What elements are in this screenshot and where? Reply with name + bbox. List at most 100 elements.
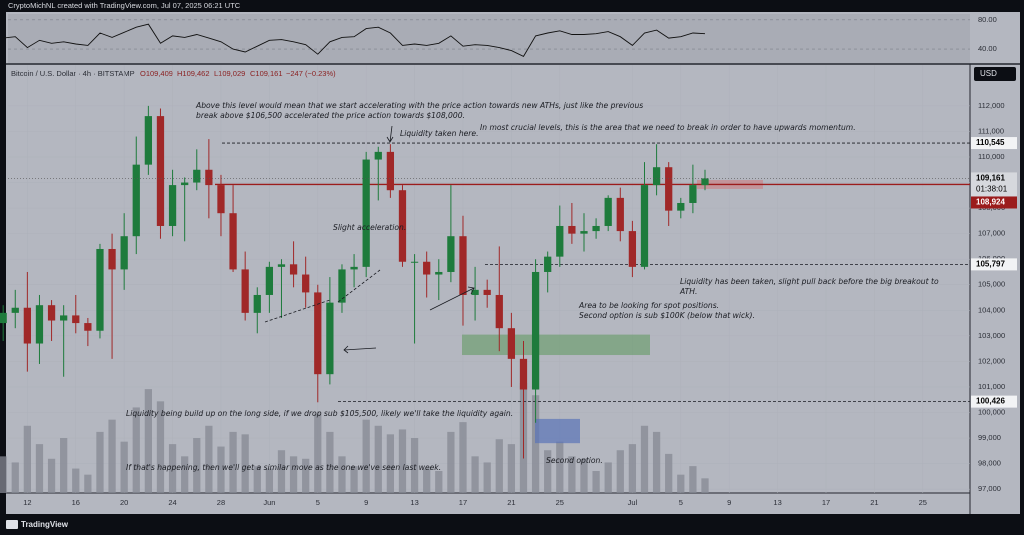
- y-tick-label: 104,000: [978, 305, 1005, 314]
- last-price-box: [971, 172, 1017, 197]
- volume-bar: [23, 425, 31, 493]
- volume-bar: [616, 450, 624, 493]
- candle-body: [11, 307, 19, 313]
- x-tick-label: 5: [679, 498, 683, 507]
- x-tick-label: 25: [556, 498, 564, 507]
- trend-line: [337, 269, 381, 303]
- y-tick-label: 101,000: [978, 382, 1005, 391]
- annotation: Above this level would mean that we star…: [195, 101, 643, 110]
- candle-body: [459, 236, 467, 295]
- candle-body: [47, 305, 56, 321]
- rsi-tick-label: 40.00: [978, 44, 997, 53]
- candle-body: [423, 261, 431, 275]
- annotation: Second option is sub $100K (below that w…: [579, 311, 755, 320]
- volume-bar: [265, 468, 274, 493]
- y-tick-label: 105,000: [978, 280, 1005, 289]
- candle-body: [568, 225, 576, 234]
- countdown: 01:38:01: [976, 185, 1008, 194]
- volume-bar: [495, 439, 503, 493]
- volume-bar: [0, 456, 7, 493]
- volume-bar: [665, 453, 673, 493]
- volume-bar: [289, 456, 298, 493]
- y-tick-label: 102,000: [978, 356, 1005, 365]
- y-tick-label: 112,000: [978, 101, 1005, 110]
- header-text: CryptoMichNL created with TradingView.co…: [8, 1, 241, 10]
- candle-body: [181, 182, 189, 186]
- y-tick-label: 100,000: [978, 407, 1005, 416]
- candle-body: [435, 271, 443, 275]
- candle-body: [398, 190, 407, 262]
- legend-open: O109,409: [140, 69, 173, 78]
- candle-body: [580, 231, 588, 234]
- candle-body: [350, 266, 358, 270]
- footer-bar: [0, 515, 1024, 535]
- x-tick-label: 24: [168, 498, 176, 507]
- candle-body: [120, 236, 128, 270]
- candle-body: [689, 185, 697, 203]
- annotation: Second option.: [546, 456, 603, 465]
- volume-bar: [338, 456, 346, 493]
- x-tick-label: 16: [72, 498, 80, 507]
- candle-body: [302, 274, 310, 293]
- volume-bar: [580, 458, 588, 493]
- x-tick-label: 13: [410, 498, 418, 507]
- level-label-box: [971, 395, 1017, 408]
- annotation: Liquidity taken here.: [400, 129, 479, 138]
- level-label-box: [971, 137, 1017, 150]
- candle-body: [362, 159, 370, 267]
- trend-line: [264, 299, 331, 323]
- volume-bar: [459, 422, 467, 493]
- candle-body: [265, 266, 274, 295]
- volume-bar: [652, 431, 661, 493]
- arrow: [386, 125, 394, 143]
- chart-area: 97,000 98,000 99,000 100,000 101,000 102,000 1…: [0, 15, 1017, 507]
- currency: USD: [980, 69, 997, 78]
- candle-body: [108, 248, 116, 270]
- level-label: 105,797: [976, 259, 1005, 268]
- candle-body: [604, 197, 612, 226]
- candle-body: [374, 151, 382, 160]
- x-tick-label: 9: [364, 498, 368, 507]
- volume-bar: [386, 434, 395, 493]
- annotation: Area to be looking for spot positions.: [578, 301, 719, 310]
- annotation: Slight acceleration.: [333, 223, 406, 232]
- volume-bar: [144, 389, 152, 493]
- candle-body: [616, 197, 624, 232]
- rsi-pane: [8, 14, 970, 63]
- x-tick-label: 21: [870, 498, 878, 507]
- volume-bar: [108, 419, 116, 493]
- candle-body: [217, 185, 225, 214]
- candle-body: [701, 178, 709, 186]
- x-tick-label: 21: [507, 498, 515, 507]
- candle-body: [544, 256, 552, 272]
- volume-bar: [398, 429, 407, 493]
- candle-body: [640, 185, 649, 267]
- candle-body: [253, 294, 261, 313]
- candle-body: [677, 202, 685, 211]
- x-tick-label: 9: [727, 498, 731, 507]
- x-tick-label: 28: [217, 498, 225, 507]
- currency-box[interactable]: [974, 67, 1016, 81]
- volume-bar: [193, 438, 201, 493]
- x-tick-label: 17: [822, 498, 830, 507]
- candle-body: [144, 116, 152, 165]
- candle-body: [592, 225, 600, 232]
- candle-body: [665, 167, 673, 211]
- volume-bar: [483, 462, 491, 493]
- zone: [535, 418, 580, 444]
- volume-bar: [701, 478, 709, 493]
- y-tick-label: 98,000: [978, 459, 1001, 468]
- annotation: Liquidity being build up on the long sid…: [126, 409, 513, 418]
- candle-body: [495, 294, 503, 329]
- volume-bar: [96, 431, 104, 493]
- volume-bar: [447, 431, 455, 493]
- footer-brand: TradingView: [21, 520, 69, 529]
- x-tick-label: 25: [919, 498, 927, 507]
- y-tick-label: 97,000: [978, 484, 1001, 493]
- legend-change: −247 (−0.23%): [286, 69, 336, 78]
- zone: [462, 334, 650, 356]
- drawings: [264, 125, 475, 354]
- y-tick-label: 103,000: [978, 331, 1005, 340]
- volume-bar: [677, 474, 685, 493]
- x-tick-label: 12: [23, 498, 31, 507]
